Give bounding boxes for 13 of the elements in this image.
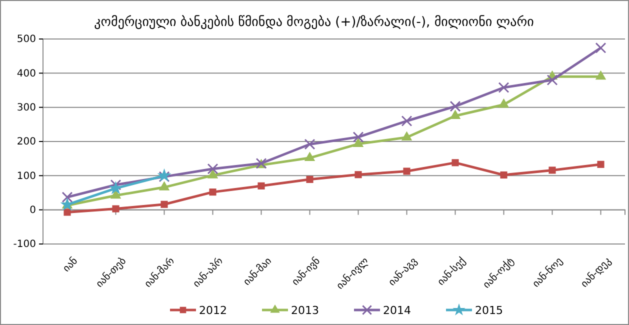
y-tick-label: 200: [16, 136, 36, 148]
legend-label: 2014: [383, 304, 411, 317]
chart-title: კომერციული ბანკების წმინდა მოგება (+)/ზარალი(-), მილიონი ლარი: [94, 15, 534, 30]
y-tick-label: 0: [30, 205, 36, 216]
y-tick-label: 500: [16, 34, 36, 46]
legend-label: 2015: [475, 304, 503, 317]
x-tick-label: იან: [60, 255, 80, 275]
y-tick-label: 400: [16, 68, 36, 80]
y-tick-label: 100: [16, 170, 36, 182]
y-tick-label: 300: [16, 102, 36, 114]
legend-label: 2012: [199, 304, 227, 317]
legend-label: 2013: [291, 304, 319, 317]
y-tick-label: -100: [13, 239, 36, 250]
